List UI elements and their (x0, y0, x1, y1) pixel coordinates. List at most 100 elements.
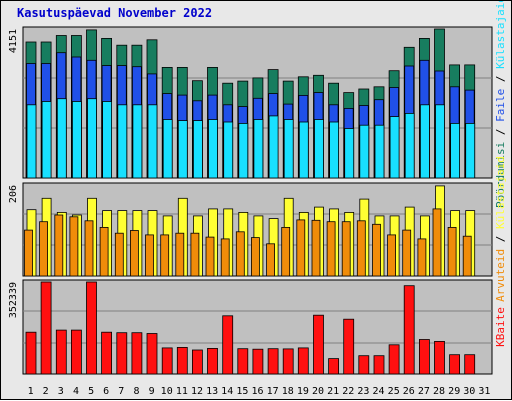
bar-kbaite-12 (191, 349, 203, 375)
bar-kbaite-25 (388, 344, 400, 375)
bar-kbaite-29 (449, 354, 461, 375)
bar-kbaite-6 (101, 331, 112, 375)
chart-title: Kasutuspäevad November 2022 (17, 6, 212, 20)
right-label-1: Pöördumisi / Faile / Külastajaid (494, 1, 507, 208)
bar-arvuteid-22 (341, 221, 351, 277)
bar-k-lastajaid-25 (389, 116, 400, 179)
bar-k-lastajaid-29 (450, 123, 461, 179)
bar-k-lastajaid-6 (102, 101, 112, 179)
bar-k-lastajaid-23 (359, 124, 370, 179)
bar-arvuteid-19 (296, 219, 306, 277)
x-tick-label: 14 (221, 386, 233, 397)
right-label-part: Külastajaid (494, 1, 507, 69)
bar-arvuteid-18 (281, 226, 291, 277)
bar-k-lastajaid-3 (56, 98, 67, 179)
right-label-part: KBaite (494, 307, 507, 347)
bar-k-lastajaid-7 (117, 104, 128, 179)
bar-k-lastajaid-16 (253, 119, 264, 179)
x-tick-label: 10 (161, 386, 173, 397)
bar-kbaite-5 (86, 281, 97, 375)
bar-arvuteid-1 (24, 229, 33, 277)
bar-k-lastajaid-2 (41, 101, 52, 179)
bar-kbaite-11 (176, 346, 188, 375)
bar-kbaite-23 (358, 355, 370, 375)
bar-k-lastajaid-17 (268, 115, 279, 179)
x-tick-label: 6 (103, 386, 109, 397)
x-tick-label: 15 (236, 386, 248, 397)
right-label-part: / (494, 122, 507, 142)
chart-panels: 4151 206 352339 (8, 26, 493, 375)
bar-arvuteid-17 (266, 243, 276, 277)
x-tick-label: 11 (176, 386, 188, 397)
bar-kbaite-20 (313, 314, 324, 375)
bar-k-lastajaid-22 (344, 128, 355, 179)
bar-kbaite-16 (252, 348, 264, 375)
bar-k-lastajaid-28 (435, 104, 445, 179)
y-max-label: 206 (8, 185, 19, 203)
bar-kbaite-26 (403, 285, 415, 375)
right-label-3: KBaite (494, 307, 507, 347)
bar-k-lastajaid-14 (223, 121, 234, 179)
x-tick-label: 28 (433, 386, 445, 397)
x-tick-label: 3 (58, 386, 64, 397)
bar-kbaite-28 (434, 340, 445, 375)
x-tick-label: 24 (372, 386, 384, 397)
bar-k-lastajaid-13 (208, 119, 218, 179)
bar-kbaite-10 (161, 347, 173, 375)
bar-arvuteid-20 (311, 219, 321, 277)
bar-kbaite-2 (40, 281, 52, 375)
bar-kbaite-24 (373, 355, 385, 375)
bar-k-lastajaid-12 (192, 120, 203, 179)
bar-kbaite-3 (55, 329, 67, 375)
bar-kbaite-30 (464, 354, 476, 375)
x-tick-label: 29 (448, 386, 460, 397)
right-label-2: Arvuteid / Külastajaid (494, 156, 507, 302)
bar-k-lastajaid-15 (238, 123, 249, 179)
x-tick-label: 13 (206, 386, 218, 397)
bar-kbaite-8 (131, 332, 143, 375)
bar-arvuteid-23 (356, 220, 366, 277)
x-tick-label: 4 (73, 386, 79, 397)
x-tick-label: 22 (342, 386, 354, 397)
bar-k-lastajaid-8 (132, 104, 143, 179)
bar-arvuteid-15 (235, 231, 245, 277)
right-label-part: Faile (494, 89, 507, 122)
bar-kbaite-17 (267, 348, 279, 375)
bar-arvuteid-5 (84, 220, 94, 277)
bar-kbaite-19 (297, 347, 309, 375)
bar-arvuteid-21 (326, 221, 336, 277)
bar-arvuteid-7 (114, 232, 124, 277)
x-tick-label: 27 (418, 386, 430, 397)
bar-arvuteid-9 (145, 234, 154, 277)
x-tick-label: 30 (463, 386, 475, 397)
bar-kbaite-18 (282, 348, 294, 375)
bar-kbaite-21 (328, 358, 340, 375)
x-tick-label: 5 (88, 386, 94, 397)
x-tick-label: 1 (28, 386, 34, 397)
bar-kbaite-15 (237, 348, 249, 375)
bar-arvuteid-29 (447, 226, 457, 277)
x-tick-label: 17 (267, 386, 279, 397)
y-max-label: 352339 (8, 282, 19, 318)
bar-arvuteid-28 (432, 208, 442, 277)
x-tick-label: 31 (478, 386, 490, 397)
bar-k-lastajaid-30 (465, 123, 476, 179)
bar-arvuteid-12 (190, 232, 200, 277)
panel-2: 206 (8, 182, 493, 277)
right-label-part: / (494, 69, 507, 89)
bar-k-lastajaid-4 (72, 101, 82, 179)
bar-arvuteid-4 (69, 216, 79, 277)
right-label-part: / (494, 229, 507, 249)
x-tick-label: 8 (133, 386, 139, 397)
right-legend-labels: Pöördumisi / Faile / KülastajaidArvuteid… (494, 1, 507, 347)
bar-k-lastajaid-26 (404, 113, 415, 179)
bar-arvuteid-16 (250, 237, 260, 277)
bar-kbaite-9 (146, 333, 158, 375)
x-tick-label: 21 (327, 386, 339, 397)
bar-k-lastajaid-21 (329, 121, 340, 179)
y-max-label: 4151 (8, 29, 19, 53)
bar-arvuteid-13 (205, 236, 215, 277)
x-axis-labels: 1 2 3 4 5 6 7 8 9 10 11 12 13 14 15 16 17 18 19 20 21 22 23 24 2… (28, 386, 491, 397)
